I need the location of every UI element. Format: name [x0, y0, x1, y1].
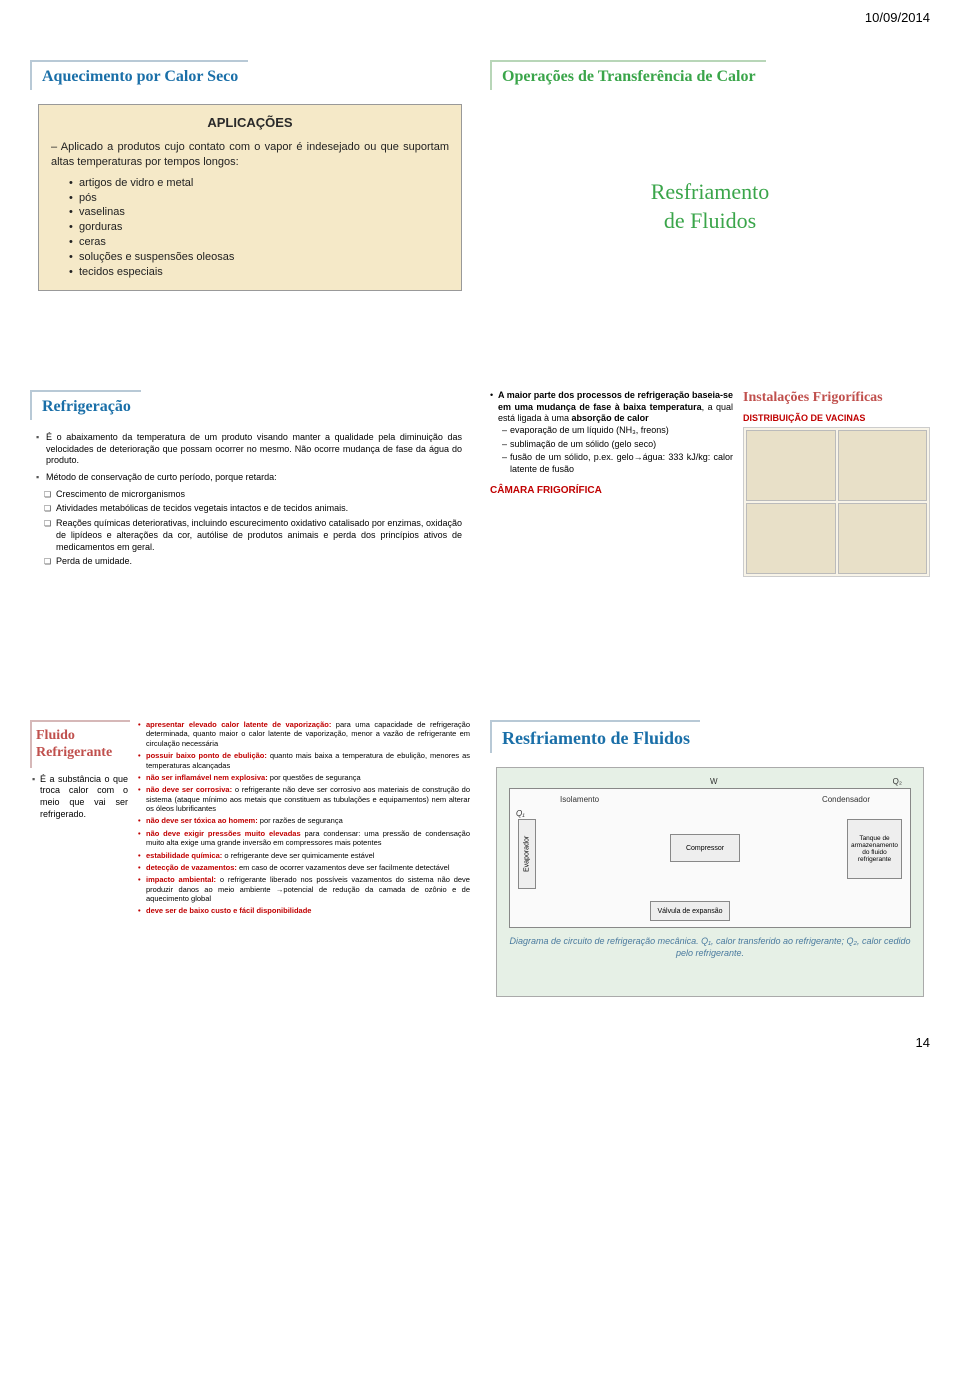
list-item: vaselinas — [69, 205, 449, 220]
list-item: estabilidade química: o refrigerante dev… — [138, 851, 470, 860]
slide4-right-title: Instalações Frigoríficas — [743, 390, 930, 407]
label-q1: Q₁ — [516, 809, 525, 818]
list-item: evaporação de um líquido (NH₃, freons) — [502, 425, 733, 437]
slide1-title: Aquecimento por Calor Seco — [30, 60, 248, 90]
slide1-para: – Aplicado a produtos cujo contato com o… — [51, 140, 449, 170]
list-item: detecção de vazamentos: em caso de ocorr… — [138, 863, 470, 872]
box-valv: Válvula de expansão — [650, 901, 730, 921]
list-item: impacto ambiental: o refrigerante libera… — [138, 875, 470, 903]
slide5-body: Fluido Refrigerante É a substância o que… — [30, 720, 470, 919]
slide6-title: Resfriamento de Fluidos — [490, 720, 700, 753]
label-isol: Isolamento — [560, 795, 599, 804]
slide3-p2: Método de conservação de curto período, … — [34, 472, 462, 484]
box-evap: Evaporador — [518, 819, 536, 889]
slide4-list: evaporação de um líquido (NH₃, freons) s… — [490, 425, 733, 476]
slide2-title: Operações de Transferência de Calor — [490, 60, 766, 90]
slide2-subtitle: Resfriamentode Fluidos — [510, 178, 910, 235]
slide4-right: Instalações Frigoríficas DISTRIBUIÇÃO DE… — [743, 390, 930, 577]
slide4-distrib: DISTRIBUIÇÃO DE VACINAS — [743, 413, 930, 423]
list-item: não ser inflamável nem explosiva: por qu… — [138, 773, 470, 782]
list-item: artigos de vidro e metal — [69, 176, 449, 191]
slide6-caption: Diagrama de circuito de refrigeração mec… — [509, 936, 911, 959]
box-comp: Compressor — [670, 834, 740, 862]
slide-5: Fluido Refrigerante É a substância o que… — [30, 720, 470, 1020]
slide2-body: Resfriamentode Fluidos — [490, 98, 930, 275]
slide6-body: W Q₂ Isolamento Condensador Q₁ Evaporado… — [490, 761, 930, 1003]
list-item: sublimação de um sólido (gelo seco) — [502, 439, 733, 451]
list-item: gorduras — [69, 220, 449, 235]
label-w: W — [710, 777, 718, 786]
list-item: ceras — [69, 235, 449, 250]
list-item: tecidos especiais — [69, 265, 449, 280]
list-item: não deve ser tóxica ao homem: por razões… — [138, 816, 470, 825]
slide1-list: artigos de vidro e metal pós vaselinas g… — [51, 176, 449, 280]
list-item: Reações químicas deteriorativas, incluin… — [44, 518, 462, 553]
list-item: possuir baixo ponto de ebulição: quanto … — [138, 751, 470, 770]
slide4-left: •A maior parte dos processos de refriger… — [490, 390, 733, 577]
slide3-body: É o abaixamento da temperatura de um pro… — [30, 428, 470, 568]
label-q2: Q₂ — [893, 777, 902, 786]
slide4-camara: CÂMARA FRIGORÍFICA — [490, 484, 733, 497]
slide4-body: •A maior parte dos processos de refriger… — [490, 390, 930, 577]
slide6-diagram: W Q₂ Isolamento Condensador Q₁ Evaporado… — [496, 767, 924, 997]
slide3-list: Crescimento de microrganismos Atividades… — [34, 489, 462, 568]
box-tanque: Tanque de armazenamento do fluido refrig… — [847, 819, 902, 879]
slide3-p1: É o abaixamento da temperatura de um pro… — [34, 432, 462, 467]
page-number: 14 — [916, 1035, 930, 1050]
list-item: Perda de umidade. — [44, 556, 462, 568]
slide4-intro: A maior parte dos processos de refrigera… — [498, 390, 733, 423]
slide-3: Refrigeração É o abaixamento da temperat… — [30, 390, 470, 690]
slide1-header: APLICAÇÕES — [51, 115, 449, 130]
list-item: Crescimento de microrganismos — [44, 489, 462, 501]
label-cond: Condensador — [822, 795, 870, 804]
slide-6: Resfriamento de Fluidos W Q₂ Isolamento … — [490, 720, 930, 1020]
list-item: fusão de um sólido, p.ex. gelo→água: 333… — [502, 452, 733, 475]
slide4-illustration — [743, 427, 930, 577]
list-item: deve ser de baixo custo e fácil disponib… — [138, 906, 470, 915]
list-item: Atividades metabólicas de tecidos vegeta… — [44, 503, 462, 515]
slide5-right: apresentar elevado calor latente de vapo… — [138, 720, 470, 919]
slide-1: Aquecimento por Calor Seco APLICAÇÕES – … — [30, 60, 470, 360]
slide5-list: apresentar elevado calor latente de vapo… — [138, 720, 470, 916]
diagram-inner: W Q₂ Isolamento Condensador Q₁ Evaporado… — [509, 788, 911, 928]
slides-grid: Aquecimento por Calor Seco APLICAÇÕES – … — [0, 0, 960, 1060]
list-item: não deve exigir pressões muito elevadas … — [138, 829, 470, 848]
list-item: pós — [69, 191, 449, 206]
list-item: apresentar elevado calor latente de vapo… — [138, 720, 470, 748]
slide-2: Operações de Transferência de Calor Resf… — [490, 60, 930, 360]
slide5-title: Fluido Refrigerante — [30, 720, 130, 768]
slide5-lefttext: É a substância o que troca calor com o m… — [30, 768, 130, 827]
slide-4: •A maior parte dos processos de refriger… — [490, 390, 930, 690]
slide1-body: APLICAÇÕES – Aplicado a produtos cujo co… — [38, 104, 462, 291]
slide5-left: Fluido Refrigerante É a substância o que… — [30, 720, 130, 919]
list-item: soluções e suspensões oleosas — [69, 250, 449, 265]
list-item: não deve ser corrosiva: o refrigerante n… — [138, 785, 470, 813]
slide3-title: Refrigeração — [30, 390, 141, 420]
page-date: 10/09/2014 — [865, 10, 930, 25]
